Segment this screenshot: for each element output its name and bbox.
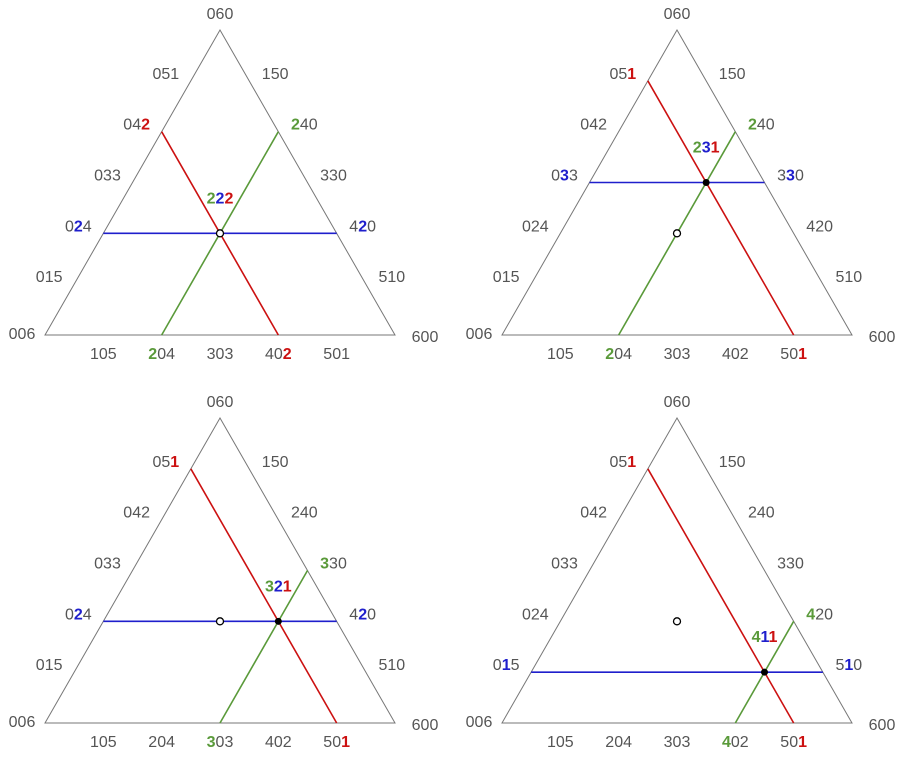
edge-label: 501 xyxy=(323,734,350,751)
centroid-marker xyxy=(672,617,682,626)
edge-label: 420 xyxy=(806,607,833,624)
edge-label: 006 xyxy=(9,714,36,731)
edge-label: 006 xyxy=(466,714,493,731)
red-line xyxy=(647,468,795,724)
edge-label: 330 xyxy=(320,556,347,573)
point-marker xyxy=(274,617,282,625)
edge-label: 105 xyxy=(90,346,117,363)
point-marker xyxy=(702,179,710,186)
edge-label: 402 xyxy=(265,734,292,751)
edge-label: 024 xyxy=(65,607,92,624)
edge-label: 240 xyxy=(748,117,775,134)
edge-label: 015 xyxy=(493,269,520,286)
ternary-panel: 060 051 042 033 024 015 006 150 240 330 420 510 600 1… xyxy=(9,394,439,751)
edge-label: 303 xyxy=(207,346,234,363)
edge-label: 024 xyxy=(522,607,549,624)
point-label: 231 xyxy=(693,140,720,157)
edge-label: 033 xyxy=(94,168,121,185)
centroid-marker xyxy=(215,229,225,238)
edge-label: 600 xyxy=(869,329,896,346)
edge-label: 501 xyxy=(323,346,350,363)
edge-label: 303 xyxy=(664,346,691,363)
edge-label: 420 xyxy=(349,607,376,624)
edge-label: 510 xyxy=(378,657,405,674)
edge-label: 006 xyxy=(466,326,493,343)
edge-label: 402 xyxy=(722,734,749,751)
edge-label: 303 xyxy=(207,734,234,751)
edge-label: 510 xyxy=(378,269,405,286)
edge-label: 600 xyxy=(412,329,439,346)
edge-label: 240 xyxy=(291,505,318,522)
edge-label: 510 xyxy=(835,657,862,674)
edge-label: 600 xyxy=(412,717,439,734)
centroid-marker xyxy=(672,229,682,238)
edge-label: 150 xyxy=(262,454,289,471)
edge-label: 330 xyxy=(777,168,804,185)
edge-label: 060 xyxy=(207,6,234,23)
edge-label: 204 xyxy=(605,734,632,751)
edge-label: 204 xyxy=(605,346,632,363)
edge-label: 060 xyxy=(664,394,691,411)
edge-label: 051 xyxy=(609,66,636,83)
point-label: 222 xyxy=(207,191,234,208)
point-label: 321 xyxy=(265,579,292,596)
edge-label: 204 xyxy=(148,734,175,751)
edge-label: 240 xyxy=(291,117,318,134)
edge-label: 042 xyxy=(123,117,150,134)
triangle xyxy=(44,28,396,336)
edge-label: 033 xyxy=(551,556,578,573)
edge-label: 150 xyxy=(262,66,289,83)
edge-label: 510 xyxy=(835,269,862,286)
edge-label: 303 xyxy=(664,734,691,751)
red-line xyxy=(190,468,338,724)
edge-label: 330 xyxy=(320,168,347,185)
triangle xyxy=(501,416,853,724)
edge-label: 015 xyxy=(36,657,63,674)
edge-label: 024 xyxy=(65,219,92,236)
green-line xyxy=(219,570,309,724)
edge-label: 501 xyxy=(780,734,807,751)
ternary-panel: 060 051 042 033 024 015 006 150 240 330 420 510 600 1… xyxy=(466,6,896,363)
edge-label: 240 xyxy=(748,505,775,522)
edge-label: 042 xyxy=(580,117,607,134)
edge-label: 420 xyxy=(806,219,833,236)
edge-label: 402 xyxy=(722,346,749,363)
edge-label: 150 xyxy=(719,454,746,471)
edge-label: 051 xyxy=(152,66,179,83)
centroid-marker xyxy=(215,617,225,626)
edge-label: 042 xyxy=(123,505,150,522)
edge-label: 024 xyxy=(522,219,549,236)
edge-label: 105 xyxy=(547,346,574,363)
point-marker xyxy=(761,668,768,676)
edge-label: 420 xyxy=(349,219,376,236)
edge-label: 105 xyxy=(90,734,117,751)
edge-label: 033 xyxy=(94,556,121,573)
edge-label: 150 xyxy=(719,66,746,83)
edge-label: 204 xyxy=(148,346,175,363)
edge-label: 051 xyxy=(152,454,179,471)
edge-label: 006 xyxy=(9,326,36,343)
edge-label: 501 xyxy=(780,346,807,363)
edge-label: 015 xyxy=(36,269,63,286)
ternary-panel: 060 051 042 033 024 015 006 150 240 330 420 510 600 1… xyxy=(466,394,896,751)
edge-label: 060 xyxy=(207,394,234,411)
edge-label: 042 xyxy=(580,505,607,522)
point-label: 411 xyxy=(752,629,778,646)
edge-label: 105 xyxy=(547,734,574,751)
edge-label: 015 xyxy=(493,657,520,674)
edge-label: 600 xyxy=(869,717,896,734)
ternary-panel: 060 051 042 033 024 015 006 150 240 330 420 510 600 1… xyxy=(9,6,439,363)
red-line xyxy=(647,80,795,336)
edge-label: 330 xyxy=(777,556,804,573)
edge-label: 402 xyxy=(265,346,292,363)
edge-label: 051 xyxy=(609,454,636,471)
edge-label: 060 xyxy=(664,6,691,23)
edge-label: 033 xyxy=(551,168,578,185)
